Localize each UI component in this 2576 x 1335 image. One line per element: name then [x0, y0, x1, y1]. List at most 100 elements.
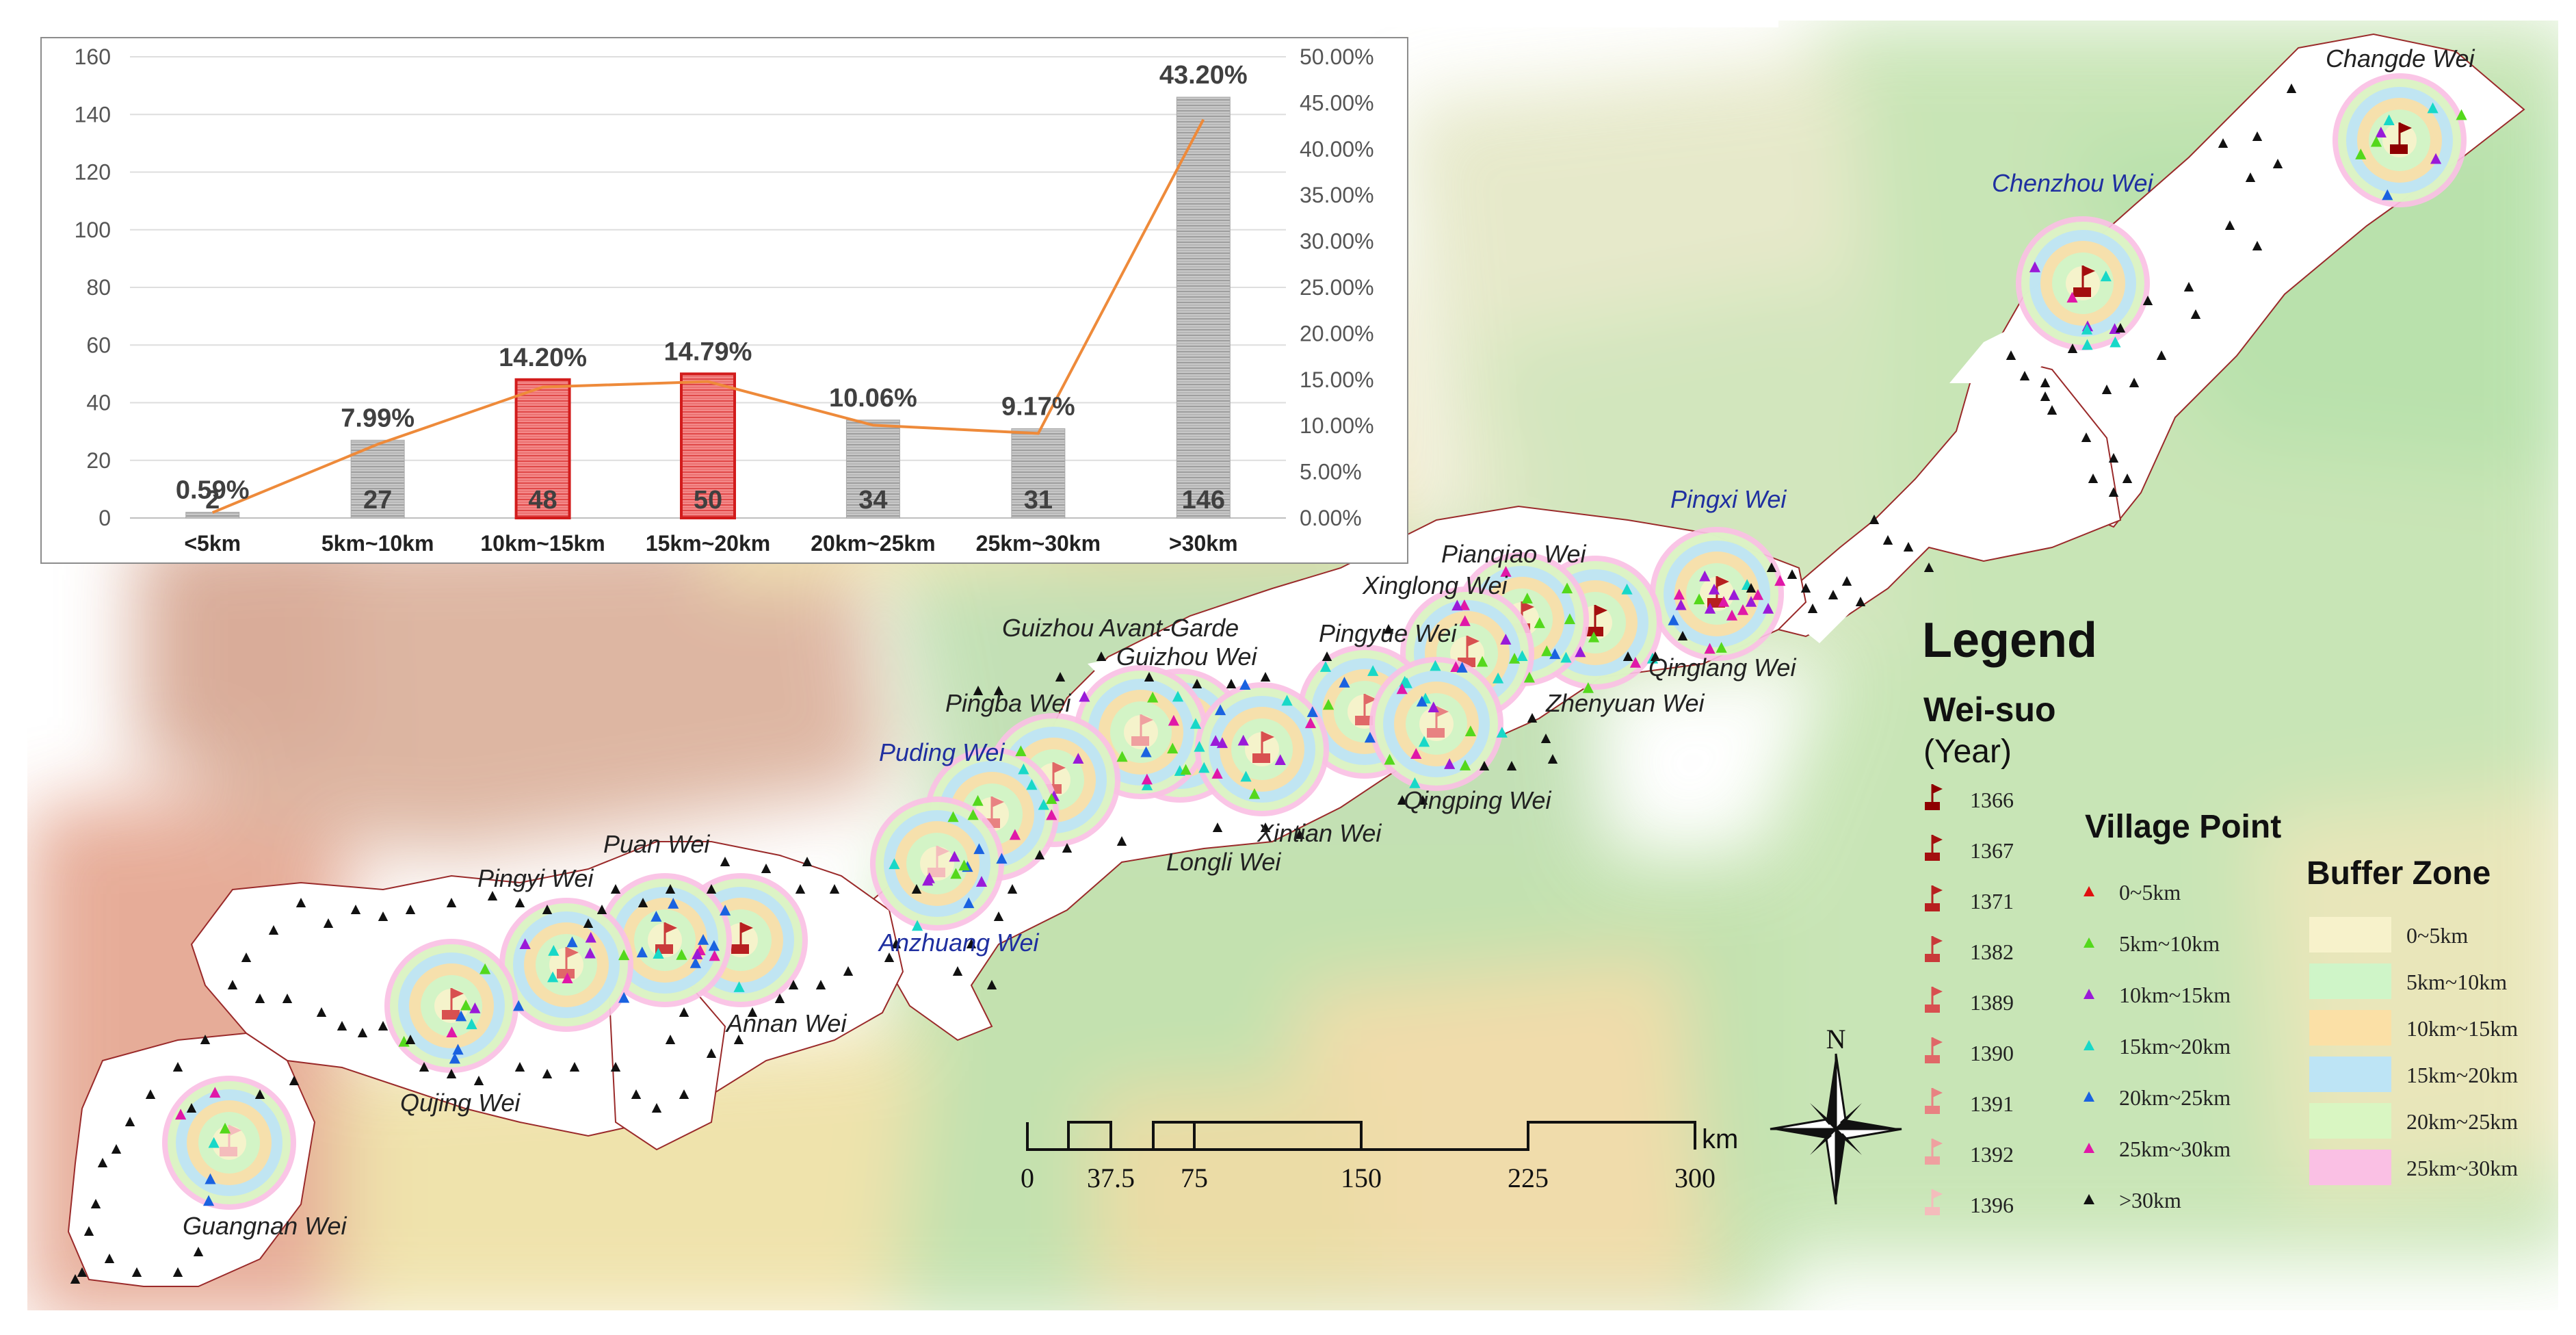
village-point-icon	[1541, 645, 1553, 656]
village-point-icon	[1675, 599, 1687, 610]
village-point-icon	[70, 1274, 81, 1284]
village-point-icon	[650, 911, 662, 922]
wei-label-puding: Puding Wei	[879, 738, 1005, 766]
y-tick-label: 60	[86, 333, 111, 357]
village-point-icon	[90, 1199, 101, 1208]
village-point-icon	[1397, 795, 1408, 805]
village-point-icon	[1046, 793, 1057, 804]
village-point-icon	[1168, 714, 1180, 726]
village-point-icon	[104, 1254, 115, 1263]
chart-bar	[514, 378, 571, 519]
village-point-icon	[1787, 569, 1798, 579]
village-point-icon	[77, 1267, 88, 1277]
village-point-icon	[323, 918, 334, 928]
village-point-icon	[514, 898, 525, 907]
village-point-icon	[446, 1069, 457, 1078]
y-tick-label: 160	[75, 44, 111, 69]
village-point-icon	[1239, 679, 1251, 690]
village-point-icon	[733, 1035, 744, 1044]
village-point-icon	[2286, 83, 2297, 93]
village-point-icon	[692, 948, 703, 959]
village-point-icon	[1521, 593, 1533, 604]
village-point-icon	[1828, 590, 1839, 599]
village-point-icon	[2355, 148, 2367, 159]
village-point-icon	[1226, 679, 1237, 688]
village-point-icon	[1704, 603, 1716, 614]
village-point-icon	[1451, 599, 1463, 611]
buffer-zone	[1369, 657, 1503, 791]
village-point-icon	[1726, 610, 1738, 621]
village-point-icon	[2100, 270, 2112, 282]
village-point-icon	[972, 794, 984, 806]
scale-tick-0: 0	[1021, 1163, 1034, 1193]
village-point-icon	[668, 898, 679, 909]
legend-village-list: 0~5km 5km~10km 10km~15km 15km~20km 20km~25km…	[2084, 880, 2231, 1213]
village-point-icon	[1034, 850, 1045, 859]
legend-year-item: 1390	[1925, 1037, 2014, 1065]
year-flag-icon	[1925, 802, 1940, 810]
village-point-icon	[405, 1035, 416, 1044]
village-point-icon	[1322, 651, 1332, 661]
legend-buffer-item: 0~5km	[2309, 917, 2468, 952]
village-point-icon	[1506, 761, 1517, 770]
legend-village-label: 15km~20km	[2119, 1034, 2231, 1059]
village-point-icon	[357, 1028, 368, 1037]
village-point-icon	[547, 971, 559, 983]
village-point-icon	[884, 952, 895, 962]
legend-year-label: 1367	[1970, 838, 2014, 863]
village-triangle-icon	[2084, 989, 2094, 999]
wei-label-changde: Changde Wei	[2326, 44, 2475, 73]
village-point-icon	[1172, 690, 1184, 702]
village-triangle-icon	[2084, 1194, 2094, 1204]
village-point-icon	[1516, 650, 1528, 662]
village-triangle-icon	[2084, 1143, 2094, 1153]
chart-bars	[185, 96, 1231, 519]
y-tick-label: 100	[75, 218, 111, 242]
chart-data-labels: 20.59% 27 7.99% 48 14.20% 50 14.79% 34 10.06% 31 9…	[176, 61, 1248, 515]
village-point-icon	[172, 1062, 183, 1072]
village-point-icon	[2101, 385, 2112, 394]
village-point-icon	[1708, 584, 1720, 595]
chart-y-axis: 0 20 40 60 80 100 120 140 160	[75, 44, 111, 530]
y-tick-label: 20	[86, 448, 111, 473]
village-point-icon	[975, 876, 988, 887]
village-point-icon	[618, 991, 630, 1003]
weisuo-flag-icon	[220, 1125, 241, 1156]
village-point-icon	[455, 1010, 467, 1022]
village-point-icon	[1677, 631, 1688, 640]
legend-buffer-item: 10km~15km	[2309, 1010, 2518, 1046]
year-flag-icon	[1925, 1106, 1940, 1114]
y2-tick-label: 10.00%	[1300, 413, 1374, 438]
y2-tick-label: 45.00%	[1300, 90, 1374, 115]
legend-buffer-item: 25km~30km	[2309, 1150, 2518, 1185]
scale-tick-2: 75	[1181, 1163, 1208, 1193]
y-tick-label: 120	[75, 160, 111, 185]
legend-year-label: 1389	[1970, 990, 2014, 1015]
village-point-icon	[889, 858, 900, 870]
village-point-icon	[610, 884, 621, 894]
village-point-icon	[610, 1062, 621, 1072]
legend-village-label: >30km	[2119, 1188, 2181, 1213]
village-point-icon	[585, 931, 596, 943]
village-point-icon	[1716, 642, 1727, 653]
weisuo-flag-icon	[1586, 605, 1607, 636]
legend-buffer-label: 5km~10km	[2406, 970, 2507, 994]
wei-label-chenzhou: Chenzhou Wei	[1992, 169, 2153, 197]
village-point-icon	[1062, 843, 1073, 853]
village-point-icon	[1141, 779, 1153, 790]
bar-percent-label: 7.99%	[341, 404, 415, 432]
village-point-icon	[1456, 662, 1468, 673]
village-point-icon	[1417, 795, 1428, 805]
village-point-icon	[947, 811, 959, 822]
village-point-icon	[1409, 777, 1421, 788]
village-point-icon	[949, 851, 960, 862]
village-point-icon	[774, 994, 785, 1003]
legend-year-label: 1391	[1970, 1091, 2014, 1116]
village-point-icon	[1194, 740, 1205, 752]
village-point-icon	[200, 1035, 211, 1044]
village-point-icon	[1527, 713, 1538, 723]
village-point-icon	[1444, 758, 1456, 769]
x-tick-label: 25km~30km	[976, 531, 1101, 556]
legend-village-item: 25km~30km	[2084, 1137, 2231, 1161]
